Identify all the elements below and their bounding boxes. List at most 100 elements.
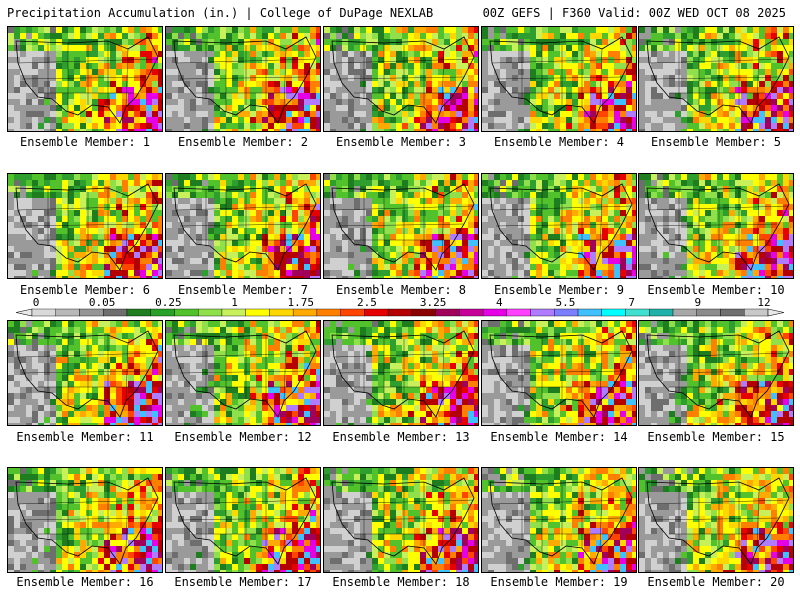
ensemble-member-map xyxy=(638,173,794,279)
colorbar-swatch xyxy=(269,308,294,317)
member-caption: Ensemble Member: 14 xyxy=(490,430,628,444)
precip-map xyxy=(639,468,793,572)
state-borders xyxy=(491,188,633,258)
state-borders xyxy=(491,335,633,405)
colorbar-swatch xyxy=(482,308,508,317)
state-borders xyxy=(175,335,317,405)
member-caption: Ensemble Member: 6 xyxy=(19,283,151,297)
page-title: Precipitation Accumulation (in.) | Colle… xyxy=(7,6,434,20)
ensemble-member-map xyxy=(7,467,163,573)
state-borders xyxy=(491,482,633,552)
ensemble-member-map xyxy=(481,467,637,573)
colorbar-swatch xyxy=(340,308,365,317)
ensemble-member-map xyxy=(7,173,163,279)
colorbar-swatch xyxy=(79,308,104,317)
colorbar-label: 7 xyxy=(628,296,635,309)
member-caption: Ensemble Member: 5 xyxy=(650,135,782,149)
colorbar-swatch xyxy=(530,308,555,317)
colorbar-swatch xyxy=(506,308,531,317)
state-borders xyxy=(648,41,790,111)
state-borders xyxy=(175,188,317,258)
colorbar-label: 5.5 xyxy=(555,296,576,309)
colorbar-swatch xyxy=(435,308,460,317)
precip-map xyxy=(482,321,636,425)
colorbar-label: 0 xyxy=(32,296,40,309)
colorbar-swatch xyxy=(174,308,199,317)
colorbar-swatch xyxy=(601,308,626,317)
precip-map xyxy=(639,27,793,131)
colorbar-swatch xyxy=(411,308,436,317)
member-caption: Ensemble Member: 10 xyxy=(647,283,785,297)
precip-map xyxy=(324,468,478,572)
ensemble-member-map xyxy=(323,320,479,426)
member-caption: Ensemble Member: 2 xyxy=(177,135,309,149)
state-borders xyxy=(17,188,159,258)
ensemble-member-map xyxy=(165,320,321,426)
ensemble-member-map xyxy=(638,26,794,132)
precip-colorbar xyxy=(15,308,785,317)
colorbar-swatch xyxy=(126,308,151,317)
colorbar-swatch xyxy=(150,308,175,317)
ensemble-member-map xyxy=(165,467,321,573)
colorbar-swatch xyxy=(625,308,650,317)
colorbar-right-arrow xyxy=(767,308,785,317)
ensemble-member-map xyxy=(638,467,794,573)
precip-map xyxy=(482,468,636,572)
colorbar-swatch xyxy=(720,308,745,317)
member-caption: Ensemble Member: 9 xyxy=(493,283,625,297)
precip-map xyxy=(166,174,320,278)
precip-map xyxy=(639,321,793,425)
ensemble-member-map xyxy=(323,467,479,573)
colorbar-swatch xyxy=(672,308,697,317)
colorbar-label: 12 xyxy=(757,296,771,309)
state-borders xyxy=(648,335,790,405)
ensemble-member-map xyxy=(7,26,163,132)
member-caption: Ensemble Member: 16 xyxy=(16,575,154,589)
precip-map xyxy=(324,321,478,425)
colorbar-swatch xyxy=(245,308,270,317)
member-caption: Ensemble Member: 13 xyxy=(332,430,470,444)
precip-map xyxy=(8,174,162,278)
colorbar-swatch xyxy=(221,308,246,317)
run-info: 00Z GEFS | F360 Valid: 00Z WED OCT 08 20… xyxy=(482,6,786,20)
colorbar-swatch xyxy=(744,308,769,317)
ensemble-member-map xyxy=(323,173,479,279)
member-caption: Ensemble Member: 8 xyxy=(335,283,467,297)
ensemble-member-map xyxy=(7,320,163,426)
member-caption: Ensemble Member: 20 xyxy=(647,575,785,589)
colorbar-swatch xyxy=(55,308,80,317)
member-caption: Ensemble Member: 17 xyxy=(174,575,312,589)
precip-map xyxy=(8,27,162,131)
member-caption: Ensemble Member: 15 xyxy=(647,430,785,444)
precip-map xyxy=(482,27,636,131)
colorbar-left-arrow xyxy=(15,308,33,317)
colorbar-label: 1.75 xyxy=(287,296,314,309)
colorbar-swatch xyxy=(577,308,603,317)
state-borders xyxy=(333,188,475,258)
colorbar-swatch xyxy=(197,308,223,317)
colorbar-swatch xyxy=(696,308,721,317)
state-borders xyxy=(17,335,159,405)
colorbar-label: 0.05 xyxy=(88,296,116,309)
ensemble-member-map xyxy=(481,26,637,132)
precip-map xyxy=(166,321,320,425)
state-borders xyxy=(333,41,475,111)
colorbar-swatch xyxy=(31,308,56,317)
ensemble-member-map xyxy=(165,26,321,132)
colorbar-label: 3.25 xyxy=(419,296,447,309)
member-caption: Ensemble Member: 4 xyxy=(493,135,625,149)
member-caption: Ensemble Member: 1 xyxy=(19,135,151,149)
colorbar-label: 2.5 xyxy=(356,296,377,309)
ensemble-member-map xyxy=(323,26,479,132)
colorbar-swatch xyxy=(649,308,674,317)
precip-map xyxy=(8,321,162,425)
state-borders xyxy=(333,482,475,552)
colorbar-label: 1 xyxy=(231,296,238,309)
colorbar-swatch xyxy=(554,308,579,317)
precip-map xyxy=(639,174,793,278)
precip-map xyxy=(166,468,320,572)
member-caption: Ensemble Member: 19 xyxy=(490,575,628,589)
state-borders xyxy=(17,482,159,552)
state-borders xyxy=(648,188,790,258)
colorbar-label: 0.25 xyxy=(155,296,182,309)
